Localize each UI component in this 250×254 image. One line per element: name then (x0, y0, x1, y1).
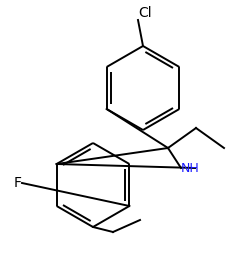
Text: Cl: Cl (138, 6, 151, 20)
Text: F: F (14, 176, 22, 190)
Text: NH: NH (180, 162, 199, 174)
